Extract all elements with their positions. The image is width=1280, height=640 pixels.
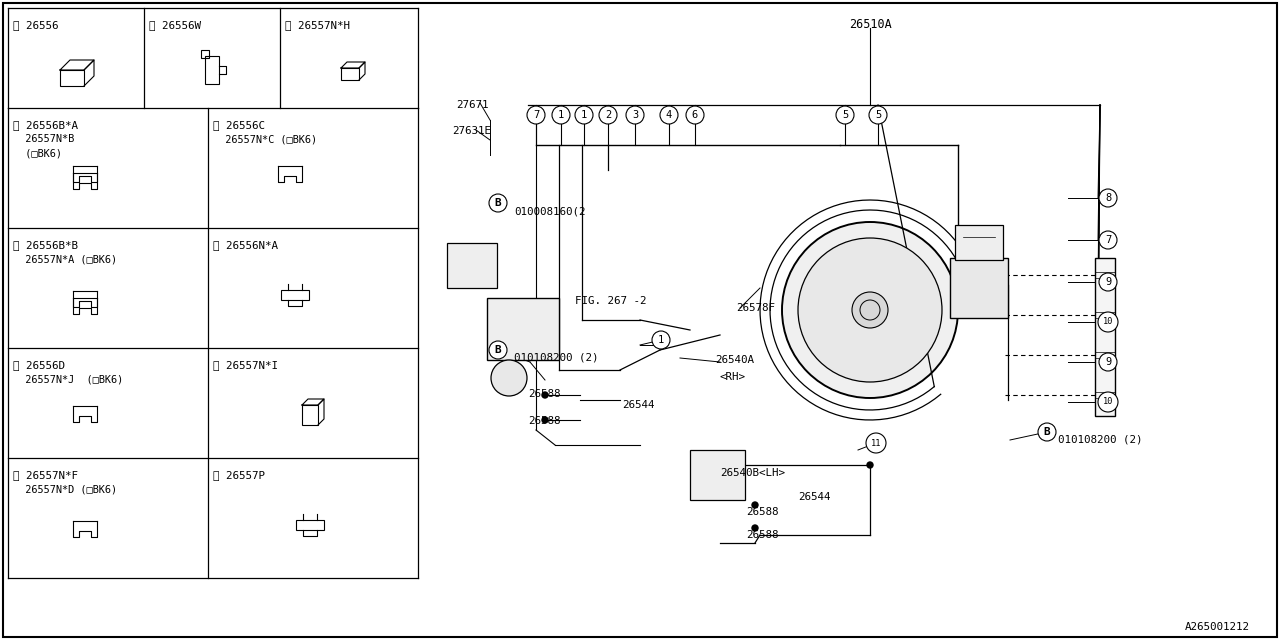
Text: 26557N*C (□BK6): 26557N*C (□BK6) xyxy=(212,134,317,144)
Text: ⑧ 26556D: ⑧ 26556D xyxy=(13,360,65,370)
Text: 26540B<LH>: 26540B<LH> xyxy=(719,468,785,478)
Text: 26588: 26588 xyxy=(746,530,778,540)
Text: 26588: 26588 xyxy=(529,389,561,399)
Circle shape xyxy=(489,341,507,359)
Text: ⑪ 26557P: ⑪ 26557P xyxy=(212,470,265,480)
Text: 27631E: 27631E xyxy=(452,126,492,136)
Circle shape xyxy=(753,525,758,531)
Bar xyxy=(955,225,1004,260)
Text: 010108200 (2): 010108200 (2) xyxy=(1059,434,1143,444)
Text: FIG. 267 -2: FIG. 267 -2 xyxy=(575,296,646,306)
Circle shape xyxy=(686,106,704,124)
Text: ③ 26557N*H: ③ 26557N*H xyxy=(285,20,349,30)
Text: 10: 10 xyxy=(1103,397,1114,406)
Text: 3: 3 xyxy=(632,110,639,120)
Circle shape xyxy=(1038,423,1056,441)
Circle shape xyxy=(1100,273,1117,291)
Bar xyxy=(690,450,745,500)
Circle shape xyxy=(836,106,854,124)
Text: ⑩ 26557N*F: ⑩ 26557N*F xyxy=(13,470,78,480)
Text: ② 26556W: ② 26556W xyxy=(148,20,201,30)
Text: ④ 26556B*A: ④ 26556B*A xyxy=(13,120,78,130)
Text: 26557N*B
  (□BK6): 26557N*B (□BK6) xyxy=(13,134,74,158)
Text: <RH>: <RH> xyxy=(719,372,746,382)
Text: ⑥ 26556B*B: ⑥ 26556B*B xyxy=(13,240,78,250)
Circle shape xyxy=(753,502,758,508)
Text: 7: 7 xyxy=(532,110,539,120)
Circle shape xyxy=(867,462,873,468)
Circle shape xyxy=(797,238,942,382)
Circle shape xyxy=(652,331,669,349)
Text: 26510A: 26510A xyxy=(849,18,891,31)
Text: 010108200 (2): 010108200 (2) xyxy=(515,352,599,362)
Text: 5: 5 xyxy=(842,110,849,120)
Bar xyxy=(282,290,308,300)
Circle shape xyxy=(527,106,545,124)
Bar xyxy=(201,50,209,58)
Text: 27671: 27671 xyxy=(456,100,489,110)
Text: A265001212: A265001212 xyxy=(1185,622,1251,632)
Text: 26578F: 26578F xyxy=(736,303,774,313)
Text: 010008160(2: 010008160(2 xyxy=(515,206,585,216)
Circle shape xyxy=(1098,392,1117,412)
Text: 26557N*D (□BK6): 26557N*D (□BK6) xyxy=(13,484,118,494)
Text: ⑤ 26556C: ⑤ 26556C xyxy=(212,120,265,130)
Circle shape xyxy=(489,194,507,212)
Circle shape xyxy=(599,106,617,124)
Circle shape xyxy=(867,433,886,453)
Text: 1: 1 xyxy=(558,110,564,120)
Text: ① 26556: ① 26556 xyxy=(13,20,59,30)
Text: 6: 6 xyxy=(692,110,698,120)
Text: 10: 10 xyxy=(1103,317,1114,326)
Text: 26544: 26544 xyxy=(797,492,831,502)
Circle shape xyxy=(1100,189,1117,207)
Bar xyxy=(296,520,324,530)
Circle shape xyxy=(492,360,527,396)
Bar xyxy=(447,243,497,288)
Circle shape xyxy=(852,292,888,328)
Text: 2: 2 xyxy=(605,110,611,120)
Circle shape xyxy=(541,392,548,398)
Text: 1: 1 xyxy=(581,110,588,120)
Text: 26557N*J  (□BK6): 26557N*J (□BK6) xyxy=(13,374,123,384)
Circle shape xyxy=(1100,231,1117,249)
Circle shape xyxy=(541,417,548,423)
Text: 9: 9 xyxy=(1105,277,1111,287)
Text: 11: 11 xyxy=(870,438,881,447)
Circle shape xyxy=(552,106,570,124)
Text: 9: 9 xyxy=(1105,357,1111,367)
Text: 26588: 26588 xyxy=(529,416,561,426)
Circle shape xyxy=(626,106,644,124)
Bar xyxy=(950,258,1009,318)
Circle shape xyxy=(660,106,678,124)
Text: 5: 5 xyxy=(874,110,881,120)
Text: ⑨ 26557N*I: ⑨ 26557N*I xyxy=(212,360,278,370)
Text: 8: 8 xyxy=(1105,193,1111,203)
Text: 26544: 26544 xyxy=(622,400,654,410)
Circle shape xyxy=(869,106,887,124)
Bar xyxy=(486,298,559,360)
Text: B: B xyxy=(494,345,502,355)
Bar xyxy=(205,56,219,84)
Text: B: B xyxy=(494,198,502,208)
Circle shape xyxy=(1098,312,1117,332)
Circle shape xyxy=(782,222,957,398)
Text: ⑦ 26556N*A: ⑦ 26556N*A xyxy=(212,240,278,250)
Text: B: B xyxy=(1043,427,1051,437)
Bar xyxy=(1094,258,1115,416)
Text: 4: 4 xyxy=(666,110,672,120)
Circle shape xyxy=(1100,353,1117,371)
Text: 7: 7 xyxy=(1105,235,1111,245)
Text: 1: 1 xyxy=(658,335,664,345)
Text: 26588: 26588 xyxy=(746,507,778,517)
Text: 26540A: 26540A xyxy=(716,355,754,365)
Text: 26557N*A (□BK6): 26557N*A (□BK6) xyxy=(13,254,118,264)
Circle shape xyxy=(575,106,593,124)
